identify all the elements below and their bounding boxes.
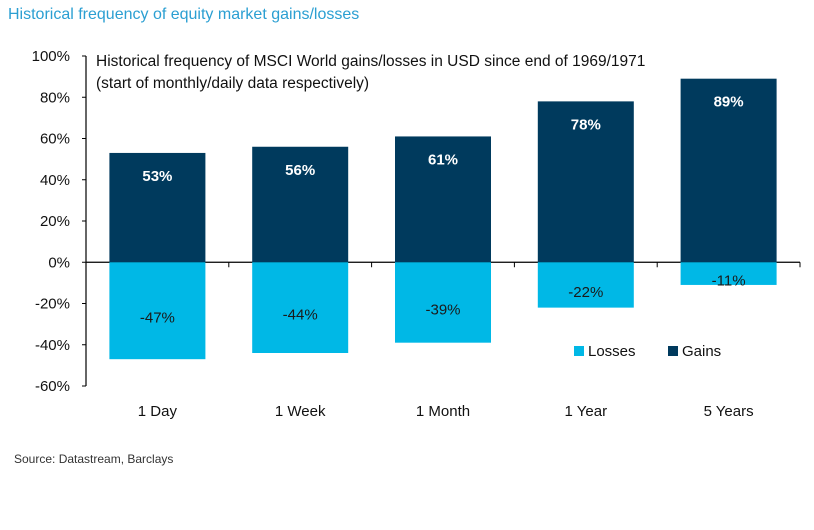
legend: Losses Gains	[574, 343, 721, 360]
chart-subtitle: (start of monthly/daily data respectivel…	[96, 75, 369, 92]
bar-losses	[252, 262, 349, 353]
x-category-label: 1 Year	[565, 403, 608, 420]
legend-losses-label: Losses	[588, 343, 636, 360]
bar-gains	[395, 136, 491, 263]
chart-title: Historical frequency of MSCI World gains…	[96, 53, 645, 70]
chart: 100% 80% 60% 40% 20% 0% -20% -40% -60% 53% -47% 56…	[32, 48, 801, 420]
data-label-gains: 78%	[571, 116, 601, 133]
y-tick-label: 0%	[48, 254, 70, 271]
data-label-losses: -22%	[568, 284, 603, 301]
bar-gains	[109, 152, 206, 263]
y-tick-label: 40%	[40, 172, 70, 189]
bar-losses	[395, 262, 491, 343]
legend-losses-swatch	[574, 346, 584, 356]
x-labels: 1 Day 1 Week 1 Month 1 Year 5 Years	[138, 403, 754, 420]
x-category-label: 1 Day	[138, 403, 178, 420]
y-tick-label: -40%	[35, 337, 70, 354]
bar-losses	[537, 262, 634, 308]
bar-gains	[537, 101, 634, 263]
data-label-losses: -11%	[712, 273, 746, 290]
y-tick-label: 100%	[32, 48, 70, 65]
data-label-losses: -44%	[283, 307, 318, 324]
data-label-losses: -39%	[425, 301, 460, 318]
x-category-label: 1 Month	[416, 403, 470, 420]
y-ticks: 100% 80% 60% 40% 20% 0% -20% -40% -60%	[32, 48, 86, 395]
bar-losses	[109, 262, 206, 360]
y-tick-label: -60%	[35, 378, 70, 395]
x-ticks	[85, 262, 801, 268]
data-label-gains: 61%	[428, 151, 458, 168]
legend-gains-label: Gains	[682, 343, 721, 360]
x-category-label: 5 Years	[704, 403, 754, 420]
data-label-losses: -47%	[140, 310, 175, 327]
data-label-gains: 89%	[714, 94, 744, 111]
y-tick-label: 60%	[40, 131, 70, 148]
data-label-gains: 53%	[142, 168, 172, 185]
data-label-gains: 56%	[285, 162, 315, 179]
bar-gains	[252, 146, 349, 263]
bars	[109, 78, 777, 360]
legend-gains-swatch	[668, 346, 678, 356]
y-tick-label: 20%	[40, 213, 70, 230]
page-heading: Historical frequency of equity market ga…	[8, 6, 360, 23]
x-category-label: 1 Week	[275, 403, 326, 420]
y-tick-label: 80%	[40, 89, 70, 106]
bar-losses	[680, 262, 777, 285]
data-labels: 53% -47% 56% -44% 61% -39% 78% -22% 89% -11%	[140, 94, 746, 327]
y-tick-label: -20%	[35, 296, 70, 313]
source-note: Source: Datastream, Barclays	[14, 452, 174, 466]
bar-gains	[680, 78, 777, 263]
